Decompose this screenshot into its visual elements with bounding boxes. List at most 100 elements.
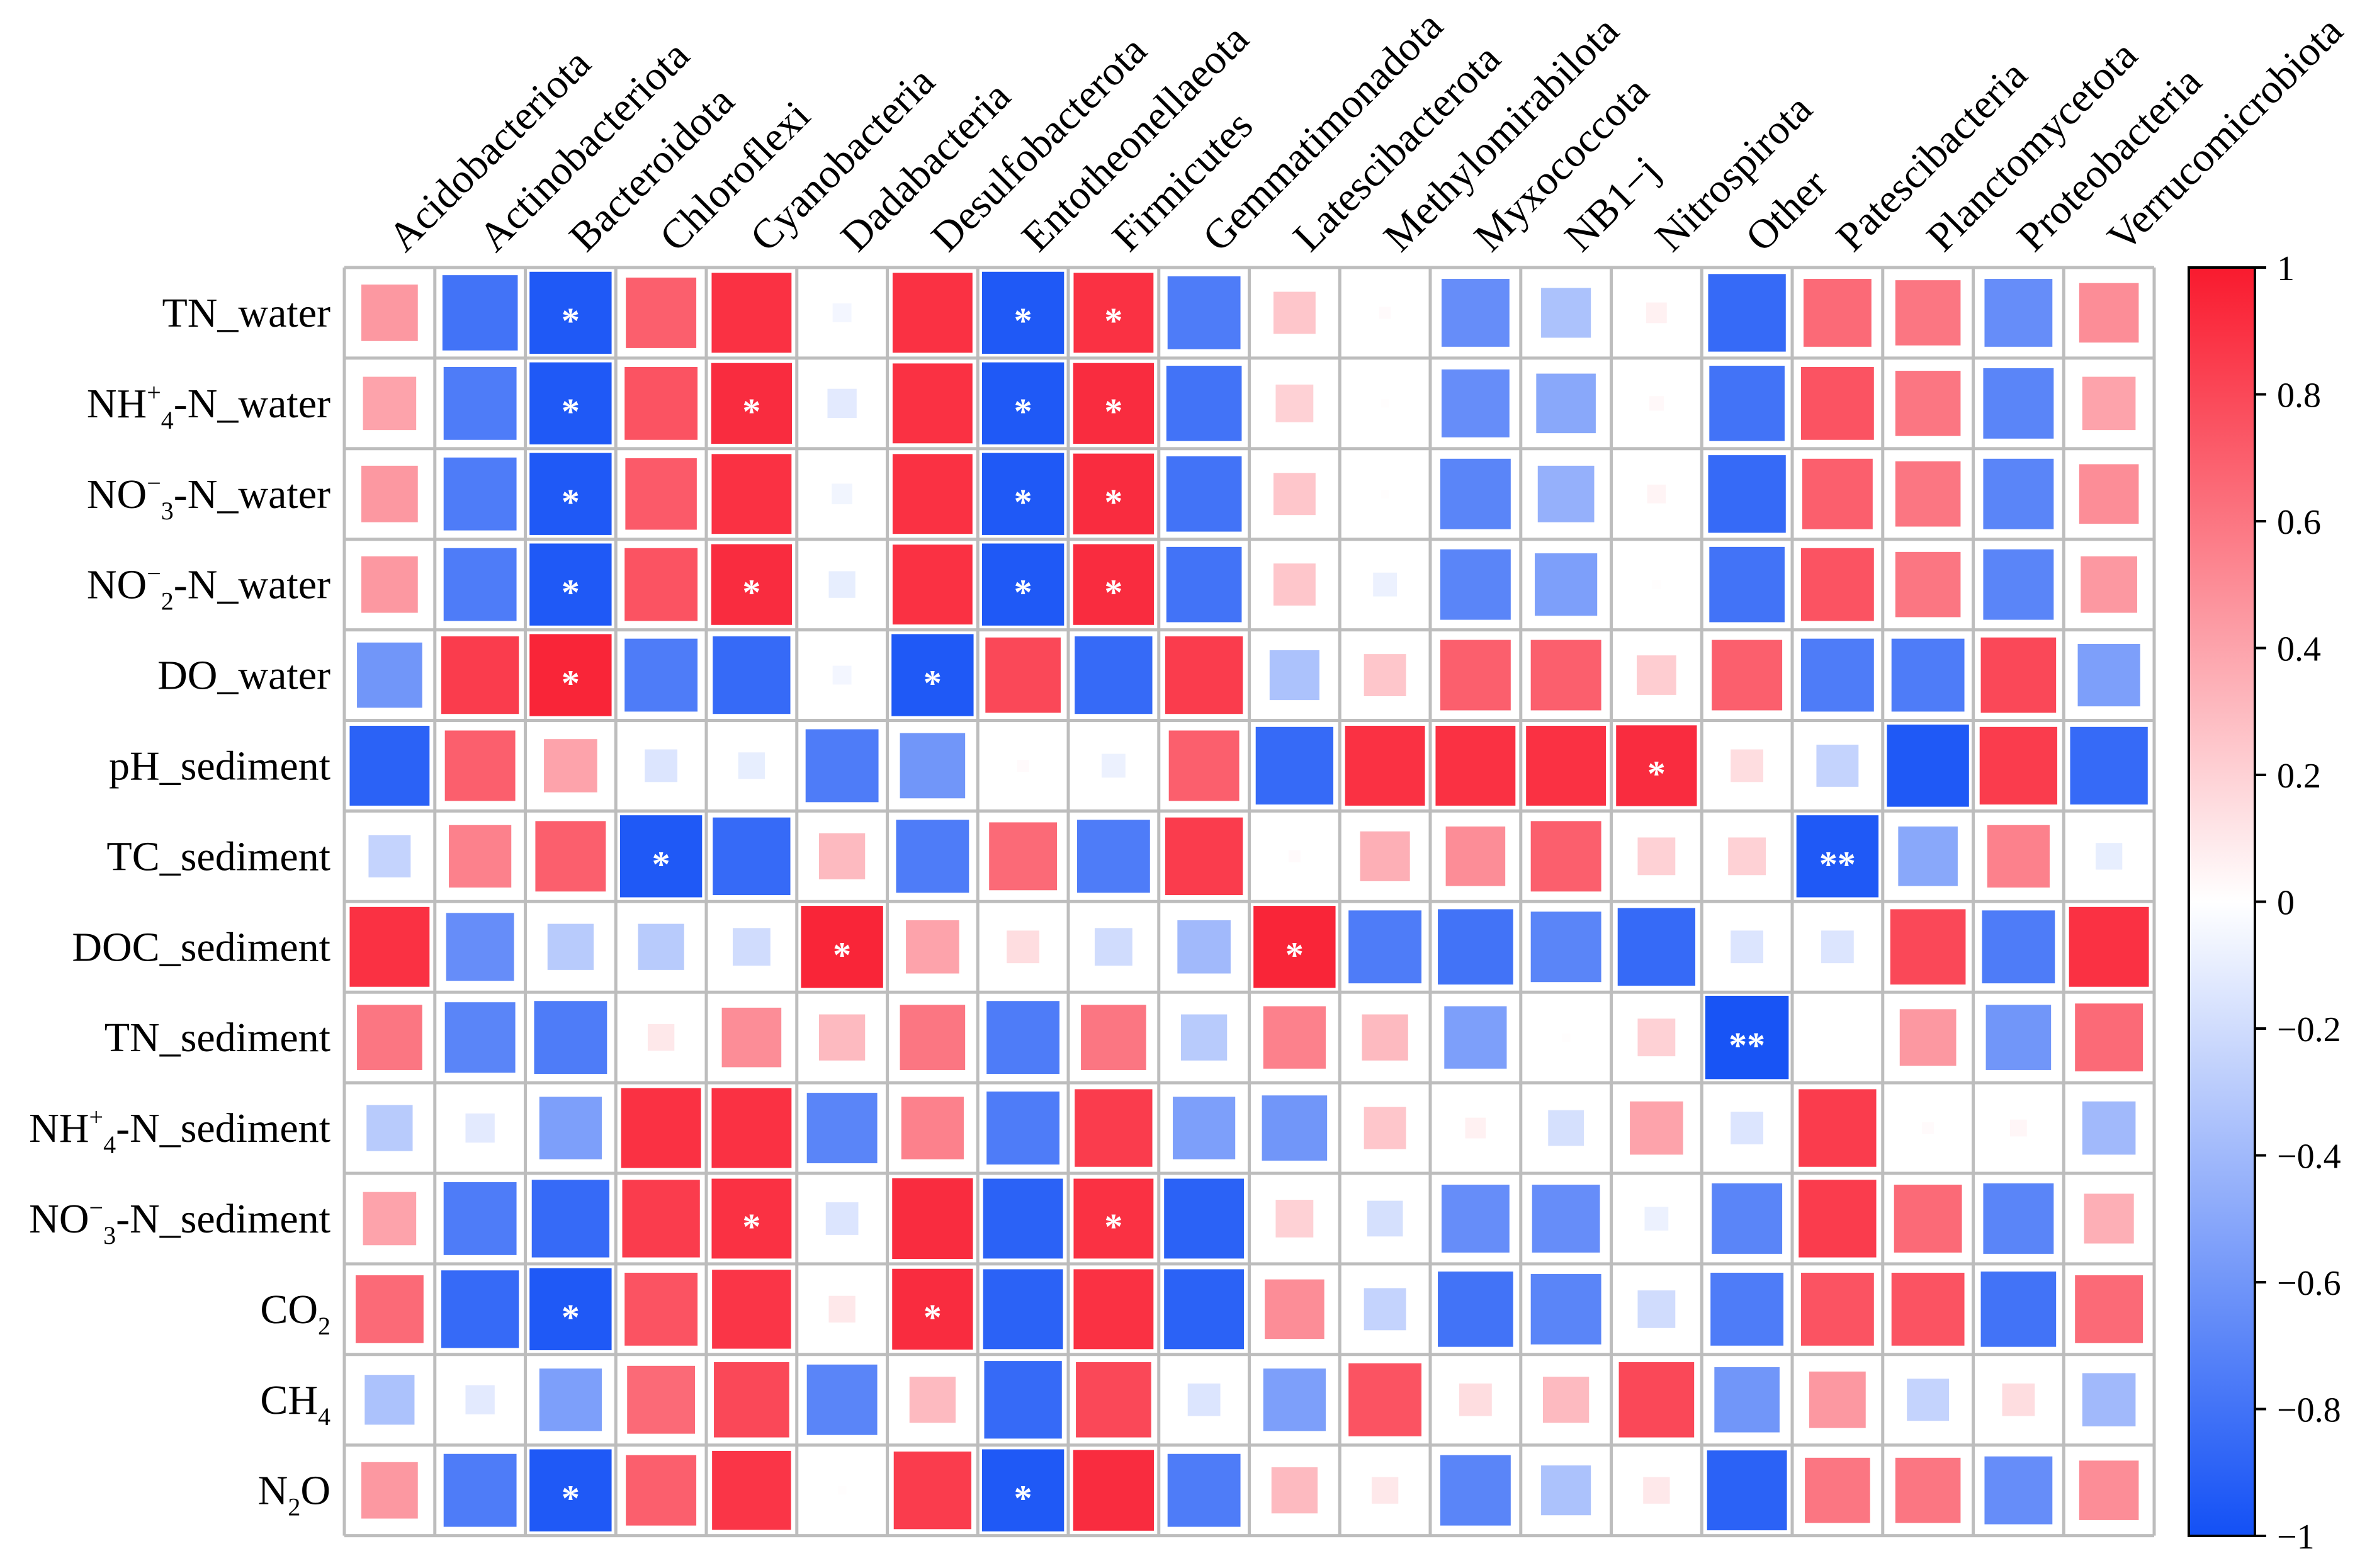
colorbar-tick-label: −0.8: [2277, 1391, 2341, 1430]
heatmap-cell: [1165, 817, 1243, 896]
heatmap-cell: [361, 556, 418, 613]
row-label-suffix: -N_water: [174, 471, 330, 517]
heatmap-cell: [1710, 1272, 1784, 1346]
heatmap-cell: [827, 388, 857, 419]
heatmap-cell: [1637, 837, 1676, 876]
heatmap-cell: [1094, 928, 1132, 966]
heatmap-cell: [1709, 546, 1785, 623]
significance-mark: *: [1014, 482, 1032, 522]
heatmap-cell: [1167, 276, 1241, 349]
heatmap-cell: [1731, 1112, 1764, 1144]
heatmap-cell: [1537, 465, 1595, 522]
row-label: CH4: [260, 1377, 330, 1431]
heatmap-cell: [638, 923, 684, 970]
heatmap-cell: [1166, 456, 1242, 532]
heatmap-cell: [711, 1088, 792, 1168]
heatmap-cell: [1187, 1383, 1221, 1416]
heatmap-cell: [1985, 1005, 2052, 1070]
heatmap-cell: [1536, 373, 1596, 434]
heatmap-cell: [1271, 1467, 1318, 1514]
heatmap-cell: [622, 1180, 700, 1258]
heatmap-cell: [645, 749, 678, 782]
heatmap-cell: [1630, 1101, 1683, 1155]
heatmap-cell: [368, 835, 411, 877]
heatmap-cell: [1438, 909, 1513, 985]
heatmap-cell: [1364, 1107, 1406, 1149]
heatmap-cell: [624, 1272, 698, 1346]
heatmap-cell: [529, 1268, 612, 1351]
row-label: TN_sediment: [104, 1015, 330, 1061]
heatmap-cell: [1379, 307, 1391, 319]
heatmap-cell: [1983, 1183, 2054, 1254]
heatmap-cell: [1799, 1180, 1877, 1258]
heatmap-cell: [529, 634, 612, 716]
heatmap-cell: [624, 548, 698, 621]
colorbar-tick-label: 0.8: [2277, 376, 2321, 415]
heatmap-cell: [1073, 1269, 1154, 1350]
heatmap-cell: [1075, 636, 1153, 714]
heatmap-cell: [892, 1268, 973, 1350]
heatmap-cell: [1983, 368, 2054, 439]
heatmap-cell: [361, 285, 418, 341]
colorbar-tick-label: −0.6: [2277, 1264, 2341, 1303]
heatmap-cell: [1371, 1477, 1399, 1504]
heatmap-cell: [1800, 366, 1874, 440]
significance-mark: *: [652, 843, 670, 884]
heatmap-cell: [647, 1024, 675, 1051]
heatmap-cell: [825, 1202, 859, 1235]
heatmap-cell: [465, 1385, 495, 1414]
heatmap-cell: [1459, 1383, 1492, 1416]
heatmap-cell: [2079, 283, 2139, 343]
heatmap-cell: [363, 1192, 417, 1246]
row-labels: TN_waterNH+4-N_waterNO−3-N_waterNO−2-N_w…: [29, 290, 330, 1521]
heatmap-cell: [349, 906, 430, 987]
heatmap-cell: [1444, 1006, 1507, 1069]
row-label-text: NH: [87, 381, 147, 427]
heatmap-cell: [1253, 906, 1336, 988]
heatmap-cell: [624, 366, 698, 440]
heatmap-cell: [1435, 726, 1516, 806]
heatmap-cell: [989, 822, 1058, 891]
row-label-text: CH: [260, 1377, 318, 1423]
row-label-suffix: -N_sediment: [116, 1105, 330, 1151]
heatmap-cell: [892, 273, 973, 353]
heatmap-cell: [1168, 730, 1240, 801]
row-label-superscript: +: [147, 378, 161, 407]
heatmap-cell: [711, 454, 792, 534]
heatmap-cell: [1273, 563, 1316, 606]
heatmap-cell: [1262, 1095, 1328, 1161]
heatmap-cell: [1288, 850, 1301, 862]
heatmap-cell: [2095, 843, 2123, 870]
heatmap-cell: [1637, 1018, 1676, 1057]
heatmap-cell: [1364, 654, 1406, 696]
significance-mark: **: [1819, 843, 1856, 884]
heatmap-cell: [449, 825, 512, 888]
significance-mark: *: [1014, 391, 1032, 432]
heatmap-cell: [1173, 1097, 1236, 1159]
colorbar-tick-label: −0.4: [2277, 1137, 2341, 1176]
heatmap-cell: [1255, 726, 1334, 805]
heatmap-cell: [627, 1365, 696, 1434]
heatmap-cell: [2075, 1275, 2143, 1343]
heatmap-cell: [806, 1364, 878, 1435]
heatmap-cell: [1381, 490, 1389, 499]
heatmap-cell: [892, 1178, 973, 1260]
significance-mark: *: [562, 482, 580, 522]
heatmap-cell: [441, 1270, 519, 1348]
heatmap-cell: [1273, 473, 1316, 516]
heatmap-cell: [1166, 366, 1242, 441]
heatmap-cell: [442, 275, 518, 351]
heatmap-cell: [1907, 1379, 1950, 1421]
heatmap-cell: [1275, 384, 1314, 422]
row-label-suffix: -N_sediment: [116, 1196, 330, 1242]
heatmap-cell: [1438, 1272, 1513, 1347]
row-label: N2O: [258, 1468, 330, 1521]
heatmap-cell: [1816, 745, 1859, 787]
heatmap-cell: [818, 833, 866, 879]
heatmap-cell: [364, 1375, 415, 1425]
significance-mark: *: [742, 572, 760, 613]
row-label-subscript: 2: [318, 1312, 330, 1340]
heatmap-cell: [1180, 1014, 1228, 1061]
column-labels: AcidobacteriotaActinobacteriotaBacteroid…: [380, 3, 2352, 260]
heatmap-cell: [2082, 1373, 2136, 1427]
